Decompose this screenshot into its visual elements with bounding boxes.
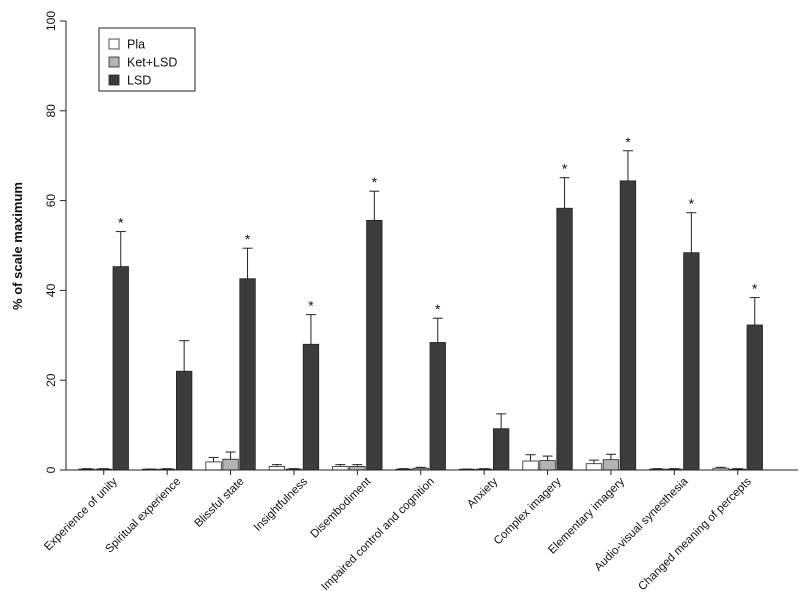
x-tick-label: Insightfulness — [252, 475, 310, 533]
bar — [175, 370, 193, 471]
bar — [222, 458, 239, 471]
significance-marker: * — [372, 174, 378, 190]
bar — [112, 266, 129, 471]
significance-marker: * — [245, 231, 251, 247]
x-tick-label: Changed meaning of percepts — [636, 475, 754, 593]
y-tick-label: 0 — [44, 466, 58, 473]
bar — [239, 278, 256, 471]
bar — [302, 343, 320, 471]
significance-marker: * — [118, 215, 124, 231]
bar — [349, 466, 366, 471]
legend-swatch — [108, 38, 120, 50]
significance-marker: * — [562, 161, 568, 177]
significance-marker: * — [689, 196, 695, 212]
x-tick-label: Disembodiment — [308, 475, 374, 541]
bar — [585, 463, 603, 471]
bar — [746, 324, 763, 471]
legend-swatch — [108, 74, 120, 86]
bar — [556, 207, 573, 471]
x-tick-label: Impaired control and cognition — [319, 476, 436, 593]
legend-swatch — [108, 56, 120, 68]
bar — [619, 180, 637, 471]
bar — [539, 460, 556, 471]
bar — [492, 428, 510, 471]
y-axis: 0 20 40 60 80 100 — [44, 11, 67, 473]
bar — [602, 459, 620, 471]
significance-marker: * — [435, 301, 441, 317]
significance-marker: * — [308, 298, 314, 314]
bar — [683, 252, 700, 471]
y-tick-label: 80 — [44, 104, 58, 118]
bar — [205, 461, 222, 471]
significance-marker: * — [625, 134, 631, 150]
legend: Pla Ket+LSD LSD — [98, 27, 196, 92]
bar — [429, 342, 446, 471]
legend-label: Pla — [127, 38, 145, 52]
bar — [332, 466, 349, 471]
y-tick-label: 40 — [44, 283, 58, 297]
bar — [522, 460, 539, 471]
legend-label: Ket+LSD — [127, 56, 177, 70]
significance-marker: * — [752, 281, 758, 297]
x-tick-label: Anxiety — [465, 475, 500, 510]
bar — [268, 466, 286, 471]
y-tick-label: 20 — [44, 373, 58, 387]
bar — [366, 219, 383, 471]
x-tick-label: Blissful state — [193, 476, 247, 530]
y-axis-label: % of scale maximum — [10, 182, 25, 310]
bars-layer: * * * * * * * * * — [78, 134, 763, 471]
x-tick-label: Complex imagery — [492, 475, 564, 547]
legend-label: LSD — [127, 74, 151, 88]
y-tick-label: 60 — [44, 194, 58, 208]
y-tick-label: 100 — [44, 11, 58, 31]
